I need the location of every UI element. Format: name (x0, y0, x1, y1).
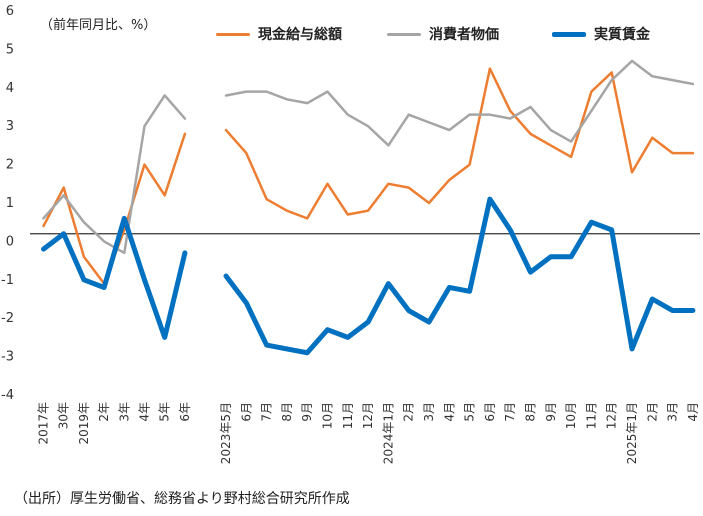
x-tick-label: 5年 (158, 402, 172, 422)
legend-swatch-real-wages (552, 31, 586, 37)
legend-label-cpi: 消費者物価 (429, 27, 499, 43)
x-tick-label: 4月 (442, 402, 456, 422)
x-tick-label: 6月 (483, 402, 497, 422)
y-tick-label: 1 (6, 196, 14, 211)
x-tick-label: 9月 (544, 402, 558, 422)
x-tick-label: 2024年1月 (381, 402, 395, 464)
unit-label: （前年同月比、%） (40, 18, 157, 33)
y-tick-label: 0 (6, 234, 14, 249)
series-line-2-segment-0 (41, 215, 188, 340)
legend-label-wages: 現金給与総額 (258, 27, 342, 43)
x-tick-label: 2017年 (37, 402, 51, 445)
x-tick-label: 2019年 (77, 402, 91, 445)
y-tick-label: -2 (1, 311, 14, 326)
y-tick-label: -4 (1, 388, 14, 403)
x-tick-label: 3月 (422, 402, 436, 422)
series-line-1-segment-1 (224, 59, 695, 147)
x-tick-label: 12月 (605, 402, 619, 429)
x-tick-label: 8月 (524, 402, 538, 422)
x-tick-label: 11月 (584, 402, 598, 429)
x-tick-label: 12月 (361, 402, 375, 429)
x-tick-label: 2月 (402, 402, 416, 422)
x-tick-label: 10月 (321, 402, 335, 429)
y-tick-label: 2 (6, 158, 14, 173)
series-line-2-segment-1 (223, 196, 696, 356)
x-tick-label: 9月 (300, 402, 314, 422)
y-tick-label: 4 (6, 81, 14, 96)
x-tick-label: 8月 (280, 402, 294, 422)
x-tick-label: 3年 (117, 402, 131, 422)
x-tick-label: 6月 (239, 402, 253, 422)
y-tick-label: 6 (6, 4, 14, 19)
legend-item-real-wages: 実質賃金 (552, 25, 650, 43)
series-line-1-segment-0 (42, 94, 187, 255)
x-tick-label: 5月 (463, 402, 477, 422)
x-tick-label: 4年 (138, 402, 152, 422)
x-tick-label: 2023年5月 (219, 402, 233, 464)
x-tick-label: 2年 (97, 402, 111, 422)
source-note: （出所）厚生労働省、総務省より野村総合研究所作成 (14, 491, 350, 507)
series-line-0-segment-1 (224, 67, 695, 220)
x-tick-label: 2025年1月 (625, 402, 639, 464)
legend-swatch-wages (216, 32, 250, 36)
x-tick-label: 2月 (645, 402, 659, 422)
x-tick-label: 10月 (564, 402, 578, 429)
y-tick-label: 3 (6, 119, 14, 134)
x-tick-label: 6年 (178, 402, 192, 422)
y-tick-label: -1 (1, 273, 14, 288)
legend-item-wages: 現金給与総額 (216, 25, 342, 43)
y-tick-label: -3 (1, 350, 14, 365)
x-tick-label: 7月 (503, 402, 517, 422)
y-tick-label: 5 (6, 42, 14, 57)
legend-item-cpi: 消費者物価 (387, 25, 499, 43)
x-tick-label: 4月 (686, 402, 700, 422)
x-tick-label: 11月 (341, 402, 355, 429)
legend-swatch-cpi (387, 32, 421, 36)
x-tick-label: 3月 (666, 402, 680, 422)
legend-label-real-wages: 実質賃金 (594, 27, 650, 43)
x-tick-label: 7月 (260, 402, 274, 422)
x-tick-label: 30年 (57, 402, 71, 429)
